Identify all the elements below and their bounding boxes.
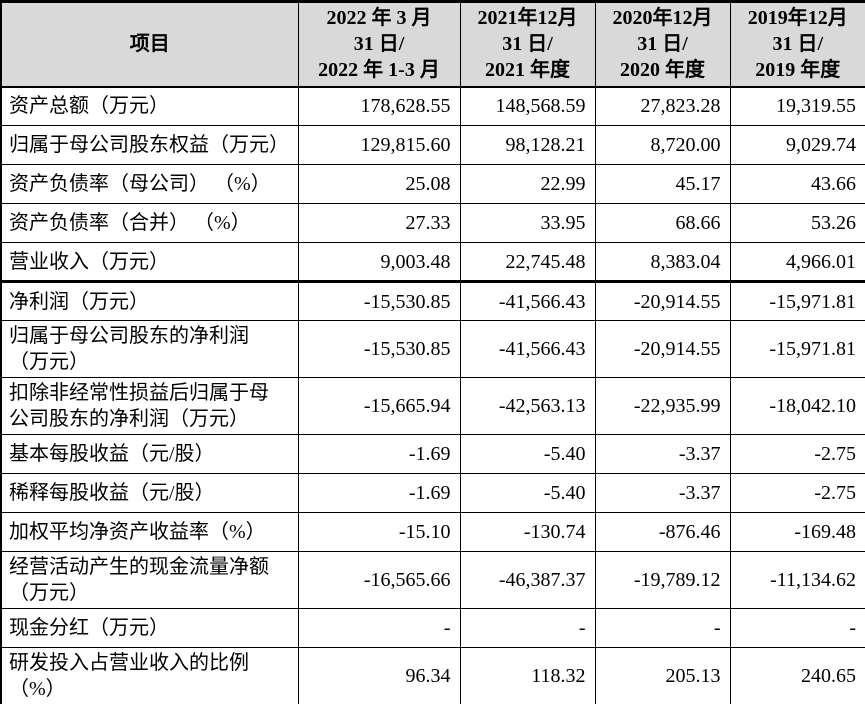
value-cell: 9,029.74: [729, 125, 865, 165]
table-row: 现金分红（万元） - - - -: [0, 608, 865, 648]
table-row: 研发投入占营业收入的比例 （%） 96.34 118.32 205.13 240.65: [0, 647, 865, 704]
value-cell: -20,914.55: [594, 320, 731, 378]
value-cell: -169.48: [729, 512, 865, 552]
value-cell: 8,720.00: [594, 125, 731, 165]
value-cell: -1.69: [297, 434, 461, 474]
value-cell: 33.95: [459, 203, 596, 243]
row-label: 归属于母公司股东的净利润 （万元）: [0, 320, 299, 378]
header-period-2020: 2020年12月 31 日/ 2020 年度: [594, 1, 731, 88]
row-label: 稀释每股收益（元/股）: [0, 473, 299, 513]
value-cell: -15,971.81: [729, 320, 865, 378]
value-cell: -3.37: [594, 434, 731, 474]
value-cell: 53.26: [729, 203, 865, 243]
table-row: 经营活动产生的现金流量净额 （万元） -16,565.66 -46,387.37 -1…: [0, 551, 865, 609]
value-cell: 148,568.59: [459, 86, 596, 126]
value-cell: -1.69: [297, 473, 461, 513]
table-row: 归属于母公司股东的净利润 （万元） -15,530.85 -41,566.43 -20…: [0, 320, 865, 378]
value-cell: -41,566.43: [459, 280, 596, 321]
value-cell: -: [729, 608, 865, 648]
value-cell: -: [297, 608, 461, 648]
value-cell: -5.40: [459, 434, 596, 474]
value-cell: 96.34: [297, 647, 461, 704]
row-label: 营业收入（万元）: [0, 242, 299, 282]
row-label: 资产负债率（母公司） （%）: [0, 164, 299, 204]
row-label: 研发投入占营业收入的比例 （%）: [0, 647, 299, 704]
value-cell: -15,530.85: [297, 320, 461, 378]
value-cell: -2.75: [729, 434, 865, 474]
value-cell: 205.13: [594, 647, 731, 704]
table-row: 基本每股收益（元/股） -1.69 -5.40 -3.37 -2.75: [0, 434, 865, 474]
row-label: 经营活动产生的现金流量净额 （万元）: [0, 551, 299, 609]
value-cell: 22,745.48: [459, 242, 596, 282]
row-label: 现金分红（万元）: [0, 608, 299, 648]
value-cell: -: [459, 608, 596, 648]
header-period-2019: 2019年12月 31 日/ 2019 年度: [729, 1, 865, 88]
value-cell: -41,566.43: [459, 320, 596, 378]
row-label: 资产负债率（合并） （%）: [0, 203, 299, 243]
value-cell: 129,815.60: [297, 125, 461, 165]
table-row: 资产负债率（合并） （%） 27.33 33.95 68.66 53.26: [0, 203, 865, 243]
value-cell: 178,628.55: [297, 86, 461, 126]
row-label: 基本每股收益（元/股）: [0, 434, 299, 474]
header-row: 项目 2022 年 3 月 31 日/ 2022 年 1-3 月 2021年12…: [0, 1, 865, 88]
value-cell: -15.10: [297, 512, 461, 552]
value-cell: -46,387.37: [459, 551, 596, 609]
value-cell: 118.32: [459, 647, 596, 704]
value-cell: -15,530.85: [297, 280, 461, 321]
value-cell: -11,134.62: [729, 551, 865, 609]
header-period-2022: 2022 年 3 月 31 日/ 2022 年 1-3 月: [297, 1, 461, 88]
value-cell: 9,003.48: [297, 242, 461, 282]
header-period-2021: 2021年12月 31 日/ 2021 年度: [459, 1, 596, 88]
value-cell: 19,319.55: [729, 86, 865, 126]
table-row: 归属于母公司股东权益（万元） 129,815.60 98,128.21 8,720.0…: [0, 125, 865, 165]
value-cell: 22.99: [459, 164, 596, 204]
value-cell: 68.66: [594, 203, 731, 243]
value-cell: -15,665.94: [297, 377, 461, 435]
row-label: 加权平均净资产收益率（%）: [0, 512, 299, 552]
value-cell: -20,914.55: [594, 280, 731, 321]
value-cell: -3.37: [594, 473, 731, 513]
value-cell: -18,042.10: [729, 377, 865, 435]
value-cell: 25.08: [297, 164, 461, 204]
table-header: 项目 2022 年 3 月 31 日/ 2022 年 1-3 月 2021年12…: [0, 1, 865, 88]
row-label: 归属于母公司股东权益（万元）: [0, 125, 299, 165]
value-cell: -2.75: [729, 473, 865, 513]
table-row: 加权平均净资产收益率（%） -15.10 -130.74 -876.46 -169.48: [0, 512, 865, 552]
value-cell: 240.65: [729, 647, 865, 704]
row-label: 资产总额（万元）: [0, 86, 299, 126]
value-cell: -22,935.99: [594, 377, 731, 435]
row-label: 净利润（万元）: [0, 280, 299, 321]
table-row: 资产总额（万元） 178,628.55 148,568.59 27,823.28 19,…: [0, 86, 865, 126]
value-cell: 27,823.28: [594, 86, 731, 126]
value-cell: -42,563.13: [459, 377, 596, 435]
value-cell: -: [594, 608, 731, 648]
header-item-column: 项目: [0, 1, 299, 88]
row-label: 扣除非经常性损益后归属于母 公司股东的净利润（万元）: [0, 377, 299, 435]
table-row: 营业收入（万元） 9,003.48 22,745.48 8,383.04 4,966.0…: [0, 242, 865, 282]
value-cell: 4,966.01: [729, 242, 865, 282]
value-cell: -19,789.12: [594, 551, 731, 609]
value-cell: -876.46: [594, 512, 731, 552]
value-cell: 98,128.21: [459, 125, 596, 165]
value-cell: 45.17: [594, 164, 731, 204]
table-row: 资产负债率（母公司） （%） 25.08 22.99 45.17 43.66: [0, 164, 865, 204]
value-cell: 43.66: [729, 164, 865, 204]
table-row: 净利润（万元） -15,530.85 -41,566.43 -20,914.55 -15…: [0, 280, 865, 321]
value-cell: -130.74: [459, 512, 596, 552]
value-cell: 8,383.04: [594, 242, 731, 282]
table-row: 稀释每股收益（元/股） -1.69 -5.40 -3.37 -2.75: [0, 473, 865, 513]
value-cell: -15,971.81: [729, 280, 865, 321]
value-cell: 27.33: [297, 203, 461, 243]
value-cell: -5.40: [459, 473, 596, 513]
table-row: 扣除非经常性损益后归属于母 公司股东的净利润（万元） -15,665.94 -42,…: [0, 377, 865, 435]
value-cell: -16,565.66: [297, 551, 461, 609]
table-body: 资产总额（万元） 178,628.55 148,568.59 27,823.28 19,…: [0, 86, 865, 704]
